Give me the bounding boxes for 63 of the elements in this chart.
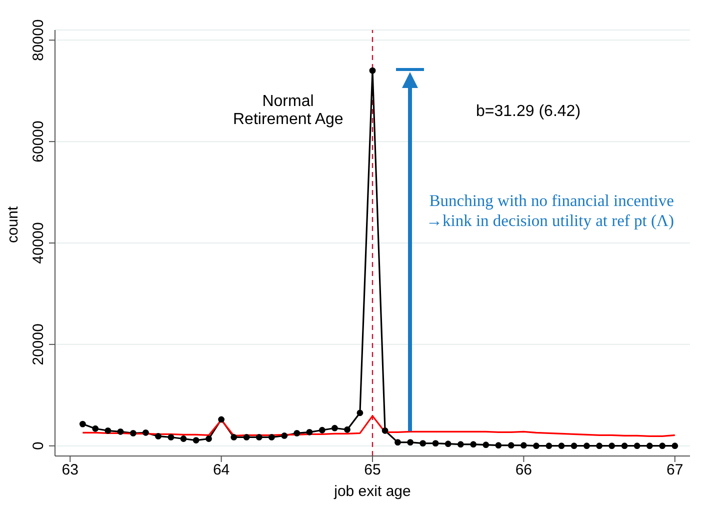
point [558,442,565,450]
point [192,437,200,444]
point [482,442,490,448]
x-tick-label: 63 [62,462,78,479]
y-tick-label: 60000 [30,120,47,162]
point [332,424,338,432]
point [142,429,149,436]
point [394,439,401,446]
point [243,434,250,440]
annotation: b=31.29 (6.42) [476,103,581,121]
point [596,442,602,450]
x-tick-label: 67 [666,462,684,479]
point [281,432,288,439]
point [230,434,238,440]
point [420,440,426,447]
point [457,441,464,448]
point [369,67,376,74]
point [344,426,350,433]
x-axis-title: job exit age [333,483,411,500]
x-tick-label: 64 [212,462,230,479]
point [117,428,124,435]
point [621,442,628,450]
x-tick-label: 66 [515,462,532,479]
point [79,420,86,428]
y-tick-label: 0 [30,442,47,450]
y-tick-label: 80000 [30,19,47,61]
y-tick-label: 40000 [30,222,47,264]
point [508,442,514,449]
point [168,434,174,440]
point [130,430,136,436]
point [180,436,187,442]
x-tick-label: 65 [364,462,381,479]
point [407,439,414,446]
point [256,434,262,440]
point [104,427,112,434]
point [92,425,99,432]
point [155,433,162,440]
annotation: Normal Retirement Age [233,93,344,129]
point [318,426,326,434]
point [444,440,452,448]
point [356,410,364,416]
point [672,442,678,450]
point [294,430,300,436]
point [206,436,212,442]
point [584,442,590,450]
point [268,434,275,440]
point [659,442,666,450]
point [470,441,477,448]
y-tick-label: 20000 [30,324,47,366]
annotation: Bunching with no financial incentive →kink in decision utility at ref pt (Λ) [426,191,674,231]
point [533,442,540,450]
point [432,440,439,447]
y-axis-title: count [4,205,22,243]
point [218,416,225,423]
point [306,428,313,436]
point [608,442,616,450]
point [646,442,653,450]
point [382,427,388,434]
point [495,442,502,449]
point [546,442,552,450]
point [634,442,640,450]
point [520,442,527,449]
point [570,442,578,450]
